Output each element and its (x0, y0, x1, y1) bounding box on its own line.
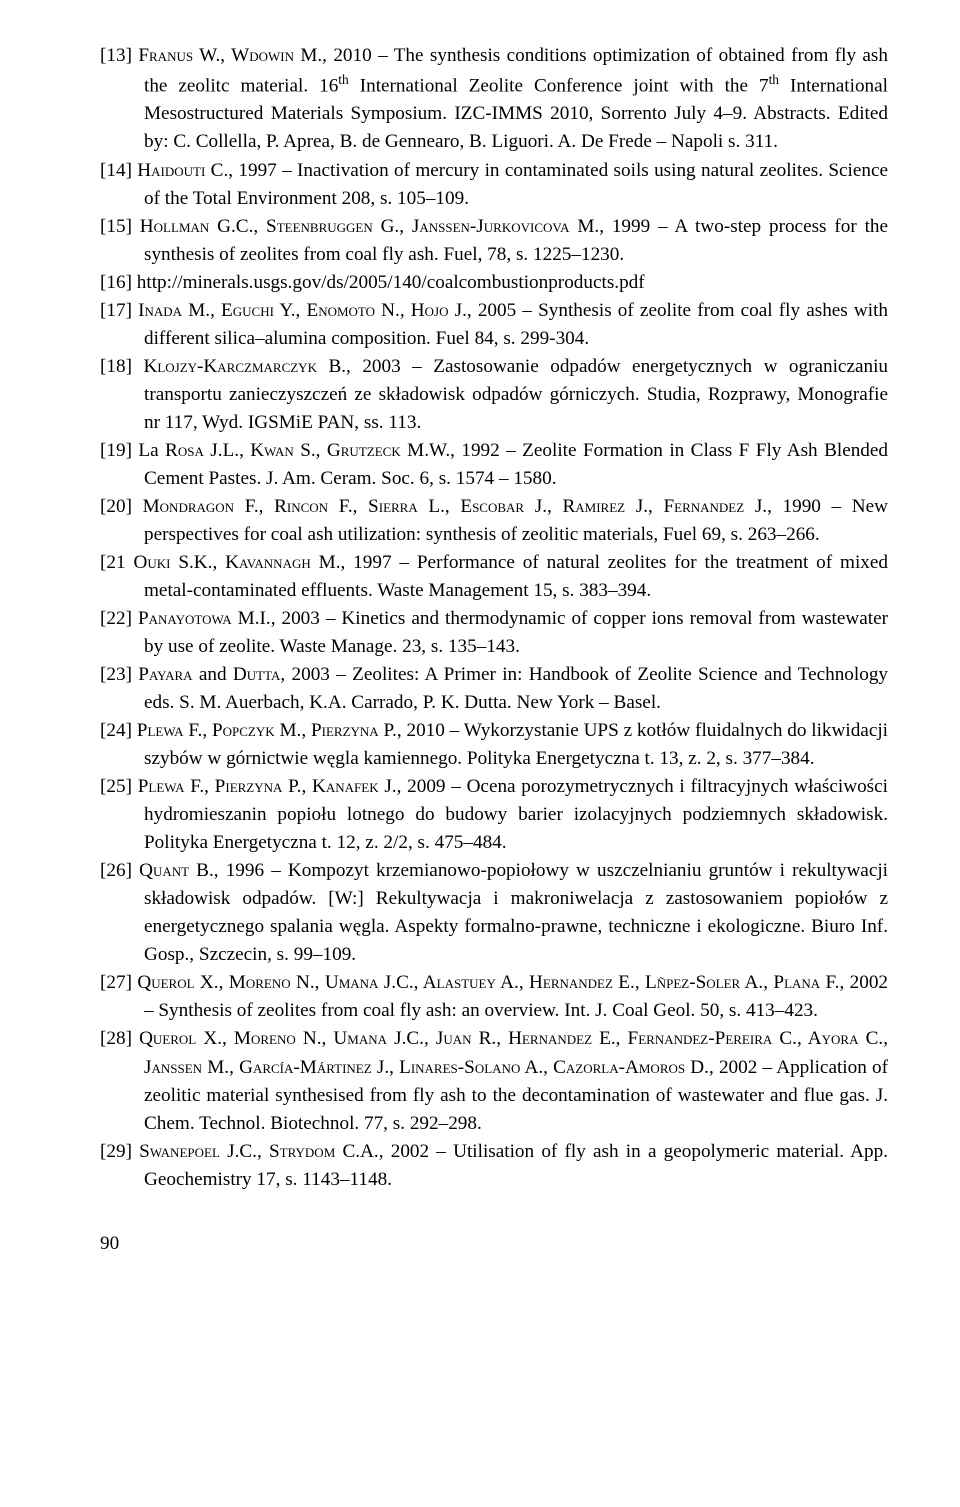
reference-item: [25] Plewa F., Pierzyna P., Kanafek J., … (100, 773, 888, 857)
page: [13] Franus W., Wdowin M., 2010 – The sy… (0, 0, 960, 1306)
reference-item: [13] Franus W., Wdowin M., 2010 – The sy… (100, 42, 888, 157)
reference-item: [20] Mondragon F., Rincon F., Sierra L.,… (100, 493, 888, 549)
reference-item: [21 Ouki S.K., Kavannagh M., 1997 – Perf… (100, 549, 888, 605)
references-list: [13] Franus W., Wdowin M., 2010 – The sy… (100, 42, 888, 1194)
reference-item: [29] Swanepoel J.C., Strydom C.A., 2002 … (100, 1138, 888, 1194)
reference-item: [18] Klojzy-Karczmarczyk B., 2003 – Zast… (100, 353, 888, 437)
reference-item: [27] Querol X., Moreno N., Umana J.C., A… (100, 969, 888, 1025)
reference-item: [26] Quant B., 1996 – Kompozyt krzemiano… (100, 857, 888, 969)
reference-item: [28] Querol X., Moreno N., Umana J.C., J… (100, 1025, 888, 1137)
reference-item: [24] Plewa F., Popczyk M., Pierzyna P., … (100, 717, 888, 773)
reference-item: [23] Payara and Dutta, 2003 – Zeolites: … (100, 661, 888, 717)
reference-item: [19] La Rosa J.L., Kwan S., Grutzeck M.W… (100, 437, 888, 493)
reference-item: [22] Panayotowa M.I., 2003 – Kinetics an… (100, 605, 888, 661)
page-number: 90 (100, 1230, 888, 1258)
reference-item: [14] Haidouti C., 1997 – Inactivation of… (100, 157, 888, 213)
reference-item: [17] Inada M., Eguchi Y., Enomoto N., Ho… (100, 297, 888, 353)
reference-item: [15] Hollman G.C., Steenbruggen G., Jans… (100, 213, 888, 269)
reference-item: [16] http://minerals.usgs.gov/ds/2005/14… (100, 269, 888, 297)
